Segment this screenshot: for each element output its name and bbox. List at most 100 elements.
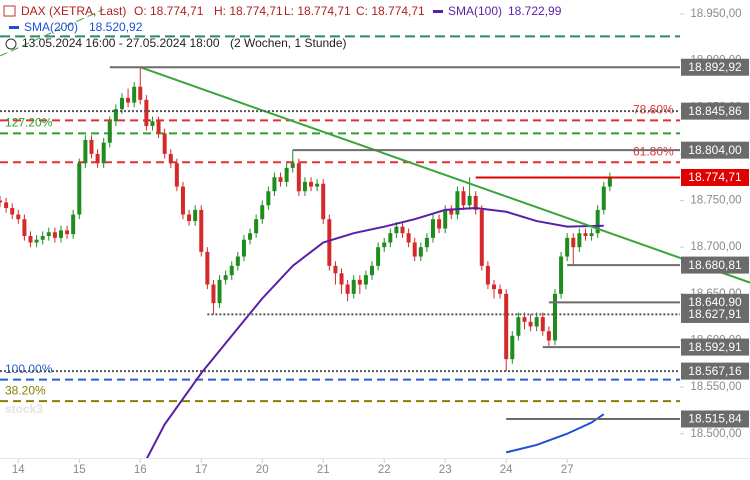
candle-body [22,219,27,236]
candle-body [357,279,362,285]
candle-body [46,232,51,236]
candle-body [589,233,594,236]
candle-body [302,181,307,192]
x-tick-label: 22 [378,464,391,476]
level-label: 18.892,92 [688,60,742,74]
candle-body [144,99,149,126]
candle-body [327,219,332,266]
level-box [681,338,749,356]
level-label: 18.515,84 [688,412,742,426]
x-tick-label: 15 [73,464,86,476]
candle-body [522,317,527,322]
candle-body [290,163,295,168]
candle-body [559,256,564,294]
candle-body [138,86,143,100]
fib-label: 127.20% [5,116,53,130]
sma-line [145,207,604,458]
candle-body [516,317,521,336]
fib-label: 78.60% [633,103,674,117]
candle-body [534,317,539,327]
x-tick-label: 17 [195,464,208,476]
candle-body [107,121,112,143]
candle-body [83,139,88,164]
legend-symbol: DAX (XETRA, Last) [21,4,126,18]
x-tick-label: 27 [561,464,574,476]
candle-body [363,275,368,285]
level-label: 18.567,16 [688,364,742,378]
candle-body [89,139,94,154]
candle-body [431,219,436,238]
candle-body [235,256,240,266]
candle-body [217,279,222,304]
candle-body [180,186,185,215]
candle-body [406,233,411,243]
trendline [0,8,104,57]
candle-body [394,226,399,234]
candle-body [77,163,82,215]
candle-body [71,214,76,235]
legend-ohlc: L: 18.774,71 [284,4,351,18]
candle-body [595,209,600,234]
candle-body [119,97,124,110]
candle-body [248,233,253,240]
candle-body [34,239,39,243]
candle-body [418,247,423,257]
trendline [139,66,750,284]
candle-body [101,142,106,164]
candle-body [565,237,570,257]
candle-body [467,195,472,206]
candle-body [65,230,70,235]
candle-body [296,163,301,192]
level-label: 18.592,91 [688,340,742,354]
candle-body [424,237,429,248]
candle-body [339,273,344,285]
level-label: 18.774,71 [688,170,742,184]
legend-ohlc: O: 18.774,71 [134,4,204,18]
level-box [681,58,749,76]
candle-body [126,97,131,103]
level-box [681,362,749,380]
x-tick-label: 21 [317,464,330,476]
candle-body [260,205,265,220]
candle-body [351,279,356,294]
candle-body [479,209,484,266]
candle-body [571,237,576,248]
candle-body [254,219,259,234]
candle-body [388,233,393,243]
level-box [681,305,749,323]
candle-body [601,186,606,210]
x-tick-label: 14 [12,464,25,476]
candle-body [309,181,314,187]
candle-body [333,265,338,274]
x-tick-label: 23 [439,464,452,476]
candle-body [174,163,179,187]
plot-area [0,35,680,458]
candle-body [382,242,387,248]
candle-body [211,284,216,304]
candle-body [528,321,533,327]
level-label: 18.804,00 [688,143,742,157]
clock-icon [5,38,17,50]
level-box [681,102,749,120]
candle-body [150,121,155,126]
candle-body [205,251,210,285]
candle-body [449,209,454,215]
candle-body [461,191,466,206]
legend-value: 18.722,99 [508,4,562,18]
level-box [681,410,749,428]
candle-body [437,219,442,229]
candle-body [278,177,283,182]
candle-body [498,289,503,294]
candle-body [485,265,490,285]
candle-body [552,293,557,341]
candle-body [40,235,45,240]
x-tick-label: 16 [134,464,147,476]
candle-body [473,195,478,210]
candle-body [376,247,381,266]
level-box [681,141,749,159]
candle-body [266,191,271,206]
candle-body [272,177,277,192]
legend-period: 13.05.2024 16:00 - 27.05.2024 18:00 [22,36,220,50]
legend-value: 18.520,92 [89,20,143,34]
fib-label: 38.20% [5,383,46,397]
